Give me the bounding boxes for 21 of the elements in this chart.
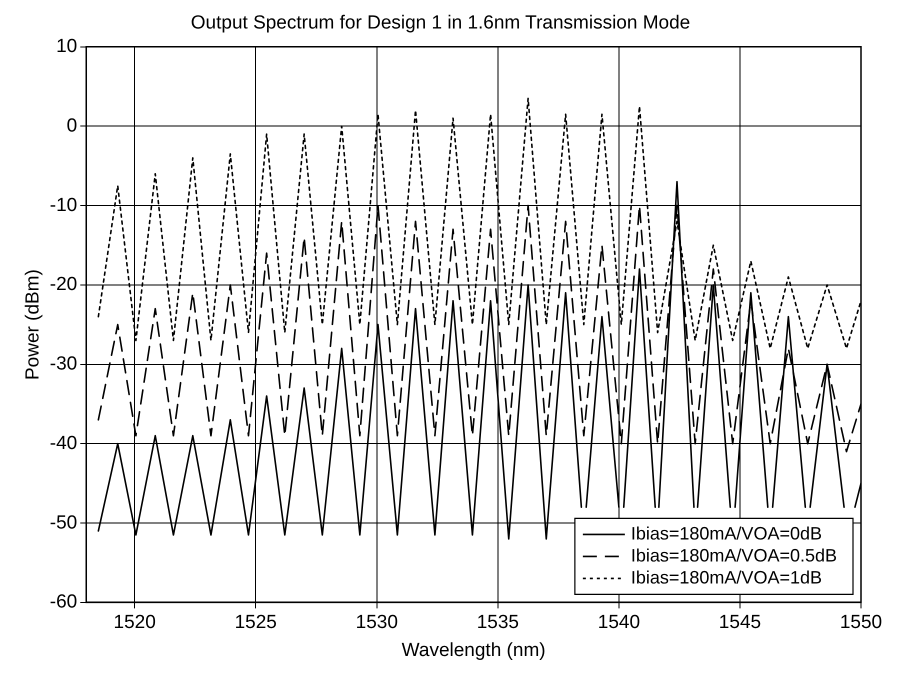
y-axis-title: Power (dBm)	[22, 269, 44, 380]
x-tick-label: 1520	[114, 612, 156, 634]
y-tick-label: -20	[50, 274, 78, 296]
x-tick-label: 1525	[234, 612, 277, 634]
y-tick-label: 0	[66, 115, 78, 136]
x-tick-label: 1540	[598, 612, 640, 634]
x-tick-label: 1535	[476, 612, 519, 634]
y-tick-label: -50	[50, 512, 78, 534]
chart-title: Output Spectrum for Design 1 in 1.6nm Transmission Mode	[190, 12, 690, 34]
x-tick-label: 1530	[356, 612, 398, 634]
y-tick-label: -10	[50, 194, 78, 216]
x-tick-label: 1550	[840, 612, 882, 634]
x-tick-label: 1545	[718, 612, 762, 634]
y-tick-label: -40	[50, 432, 78, 454]
legend-label: Ibias=180mA/VOA=0dB	[630, 523, 822, 544]
y-tick-label: 10	[56, 36, 78, 58]
y-tick-label: -30	[50, 354, 78, 375]
y-tick-label: -60	[50, 592, 78, 613]
legend-label: Ibias=180mA/VOA=0.5dB	[630, 545, 838, 566]
x-axis-title: Wavelength (nm)	[402, 640, 546, 661]
legend-label: Ibias=180mA/VOA=1dB	[630, 567, 822, 588]
